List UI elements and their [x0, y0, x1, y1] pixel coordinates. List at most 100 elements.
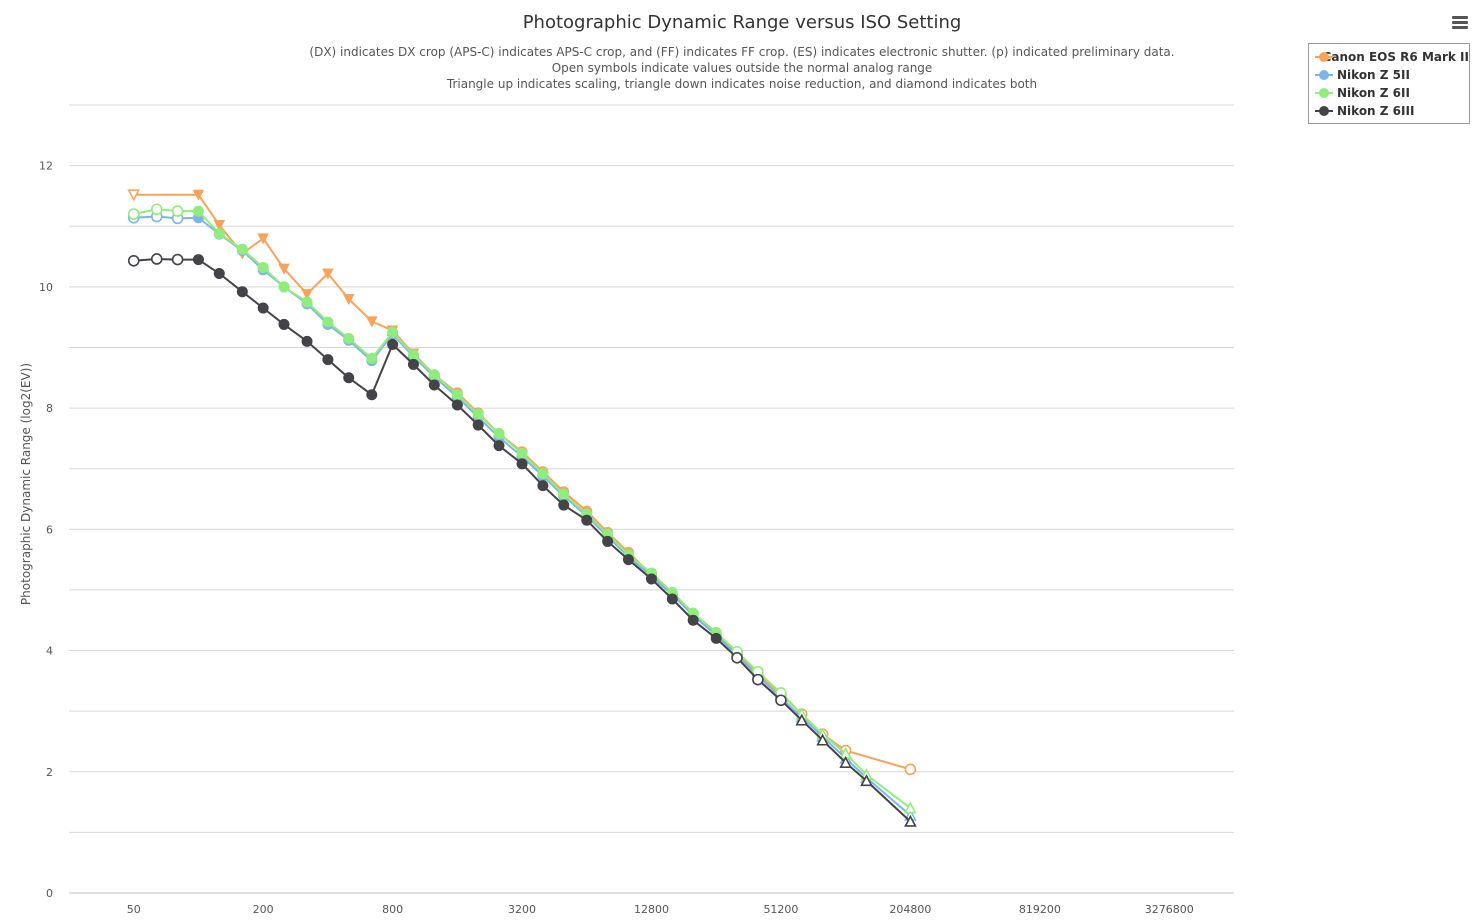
data-point[interactable] [257, 302, 269, 314]
series-0 [127, 189, 917, 776]
legend-label: Nikon Z 6III [1337, 104, 1415, 118]
data-point[interactable] [322, 316, 334, 328]
data-point[interactable] [602, 535, 614, 547]
y-axis-label: Photographic Dynamic Range (log2(EV)) [19, 363, 33, 605]
data-point[interactable] [366, 352, 378, 364]
y-tick-label: 0 [46, 887, 53, 900]
grid-lines [69, 104, 1234, 894]
data-point[interactable] [366, 389, 378, 401]
data-point[interactable] [710, 632, 722, 644]
x-tick-label: 50 [127, 903, 141, 916]
data-point[interactable] [387, 326, 399, 338]
data-point[interactable] [493, 440, 505, 452]
data-point[interactable] [257, 261, 269, 273]
data-point[interactable] [451, 389, 463, 401]
data-point[interactable] [387, 338, 399, 350]
data-point[interactable] [236, 286, 248, 298]
data-point[interactable] [472, 408, 484, 420]
data-point[interactable] [860, 774, 873, 787]
data-point[interactable] [731, 652, 743, 664]
data-point[interactable] [516, 458, 528, 470]
data-point[interactable] [622, 554, 634, 566]
data-point[interactable] [558, 488, 570, 500]
legend-item-1[interactable]: Nikon Z 5II [1315, 66, 1469, 84]
data-point[interactable] [236, 243, 248, 255]
data-point[interactable] [192, 205, 204, 217]
data-point[interactable] [301, 289, 313, 301]
x-tick-label: 204800 [889, 903, 931, 916]
data-point[interactable] [775, 694, 787, 707]
data-point[interactable] [127, 189, 141, 202]
x-axis-ticks: 50 200 800 3200 12800 51200 204800 819200 327680… [127, 903, 1194, 916]
data-point[interactable] [816, 733, 829, 746]
data-point[interactable] [646, 573, 657, 585]
series-3 [127, 253, 917, 827]
data-point[interactable] [537, 480, 549, 492]
data-point[interactable] [752, 673, 764, 686]
legend-label: Canon EOS R6 Mark II [1322, 50, 1469, 64]
data-point[interactable] [407, 349, 419, 361]
data-point[interactable] [127, 208, 140, 220]
legend-item-0[interactable]: Canon EOS R6 Mark II [1315, 48, 1469, 66]
x-tick-label: 200 [253, 903, 274, 916]
y-tick-label: 12 [39, 160, 53, 173]
data-point[interactable] [213, 220, 226, 232]
data-point[interactable] [322, 268, 334, 280]
y-tick-label: 4 [46, 645, 53, 658]
data-point[interactable] [278, 318, 290, 330]
y-axis-ticks: 0 2 4 6 8 10 12 [39, 160, 53, 900]
data-point[interactable] [581, 514, 593, 526]
data-point[interactable] [278, 263, 290, 275]
series-group [127, 189, 917, 827]
data-point[interactable] [343, 332, 355, 344]
data-point[interactable] [493, 428, 505, 440]
data-point[interactable] [428, 369, 440, 381]
data-point[interactable] [407, 358, 419, 370]
data-point[interactable] [150, 253, 163, 265]
data-point[interactable] [257, 233, 269, 245]
hamburger-menu-icon[interactable] [1452, 16, 1470, 32]
data-point[interactable] [171, 205, 184, 217]
data-point[interactable] [687, 614, 699, 626]
data-point[interactable] [428, 379, 440, 391]
x-tick-label: 3200 [508, 903, 536, 916]
data-point[interactable] [451, 399, 463, 411]
data-point[interactable] [839, 755, 852, 768]
data-point[interactable] [301, 296, 313, 308]
chart-subtitle-line-3: Triangle up indicates scaling, triangle … [446, 77, 1037, 91]
chart-legend: Canon EOS R6 Mark II Nikon Z 5II Nikon Z 6… [1308, 43, 1470, 124]
x-tick-label: 819200 [1019, 903, 1061, 916]
data-point[interactable] [904, 801, 917, 814]
data-point[interactable] [795, 713, 809, 726]
data-point[interactable] [213, 228, 225, 240]
data-point[interactable] [342, 293, 355, 306]
legend-swatch [1315, 69, 1333, 81]
data-point[interactable] [516, 448, 528, 460]
chart-subtitle-line-2: Open symbols indicate values outside the… [552, 61, 933, 75]
legend-item-2[interactable]: Nikon Z 6II [1315, 84, 1469, 102]
data-point[interactable] [192, 189, 205, 201]
chart-title: Photographic Dynamic Range versus ISO Se… [523, 12, 962, 33]
data-point[interactable] [127, 254, 140, 267]
data-point[interactable] [150, 203, 163, 216]
data-point[interactable] [301, 335, 313, 347]
data-point[interactable] [322, 354, 334, 366]
data-point[interactable] [904, 814, 917, 827]
data-point[interactable] [558, 499, 570, 511]
data-point[interactable] [278, 281, 290, 293]
series-1 [127, 210, 917, 821]
data-point[interactable] [904, 763, 917, 776]
legend-swatch [1315, 87, 1333, 99]
y-tick-label: 8 [46, 402, 53, 415]
data-point[interactable] [213, 268, 225, 280]
series-line [133, 215, 912, 817]
legend-item-3[interactable]: Nikon Z 6III [1315, 102, 1469, 120]
legend-swatch [1315, 105, 1333, 117]
data-point[interactable] [343, 372, 355, 384]
data-point[interactable] [192, 254, 204, 266]
data-point[interactable] [472, 419, 484, 431]
data-point[interactable] [171, 253, 184, 266]
data-point[interactable] [537, 468, 549, 480]
data-point[interactable] [365, 316, 378, 328]
data-point[interactable] [666, 593, 678, 605]
